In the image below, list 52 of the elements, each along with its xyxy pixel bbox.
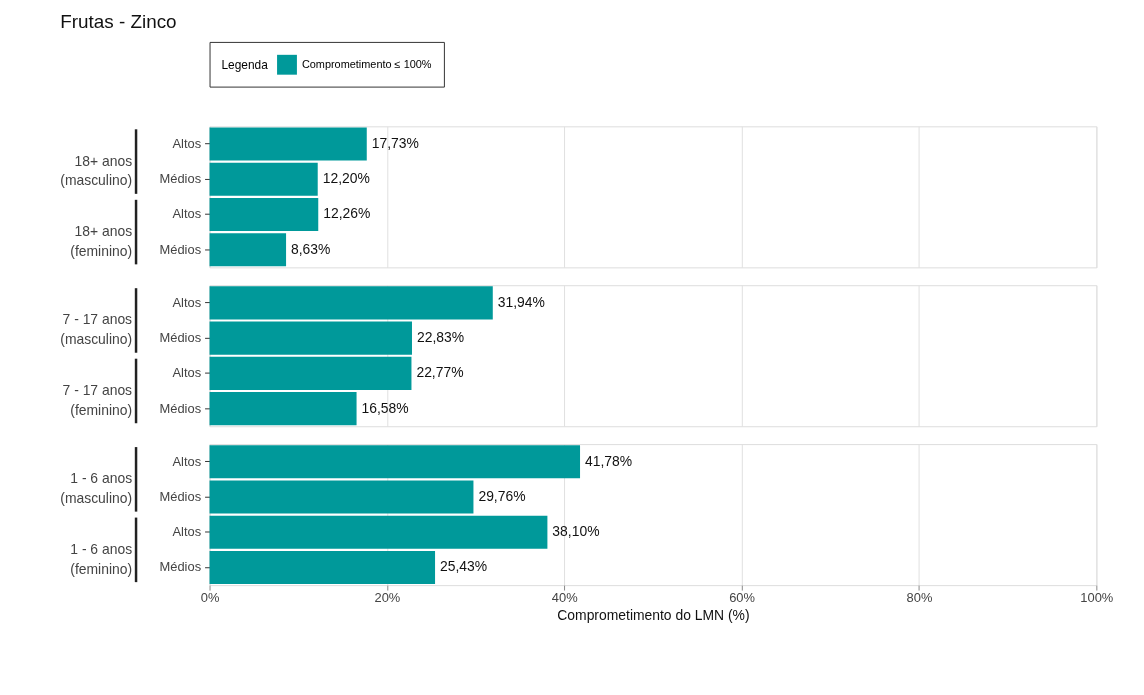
- x-tick-label: 0%: [200, 590, 220, 606]
- x-tick-label: 100%: [1080, 590, 1114, 606]
- data-label: 22,83%: [416, 329, 465, 346]
- text: 1 - 6 anos (masculino): [60, 470, 133, 507]
- y-tick-label: Altos: [172, 365, 202, 381]
- x-axis-title: Comprometimento do LMN (%): [557, 607, 750, 624]
- chart-title: Frutas - Zinco: [60, 11, 177, 33]
- data-label: 29,76%: [478, 487, 526, 504]
- x-tick-label: 20%: [374, 590, 401, 606]
- data-label: 16,58%: [361, 399, 409, 416]
- data-label: 41,78%: [585, 452, 633, 469]
- bar: [209, 233, 287, 267]
- text: 7 - 17 anos (masculino): [60, 311, 133, 348]
- bar: [209, 480, 474, 514]
- data-label: 31,94%: [497, 293, 545, 310]
- text: 7 - 17 anos (feminino): [62, 381, 133, 418]
- y-tick-label: Médios: [159, 559, 202, 575]
- bar: [209, 445, 581, 479]
- bar: [209, 356, 412, 390]
- y-tick-label: Altos: [172, 135, 202, 151]
- y-tick-label: Altos: [172, 453, 202, 469]
- bar: [209, 515, 548, 549]
- bar: [209, 162, 318, 196]
- y-tick-label: Altos: [172, 524, 202, 540]
- bar: [209, 286, 493, 320]
- bar: [209, 392, 357, 426]
- data-label: 12,20%: [322, 170, 370, 187]
- y-tick-label: Médios: [159, 330, 202, 346]
- text: 18+ anos (feminino): [70, 223, 133, 259]
- legend-title: Legenda: [221, 57, 269, 72]
- data-label: 38,10%: [552, 523, 600, 540]
- x-tick-label: 80%: [906, 590, 933, 606]
- y-tick-label: Altos: [172, 206, 202, 222]
- text: 18+ anos (masculino): [60, 152, 133, 189]
- y-tick-label: Médios: [159, 400, 202, 416]
- y-tick-label: Médios: [159, 241, 202, 257]
- y-tick-label: Médios: [159, 171, 202, 187]
- data-label: 25,43%: [440, 558, 488, 575]
- data-label: 22,77%: [416, 364, 464, 381]
- data-label: 17,73%: [371, 134, 419, 151]
- legend-label: Comprometimento ≤ 100%: [301, 57, 432, 70]
- x-tick-label: 40%: [551, 590, 578, 606]
- bar: [209, 197, 319, 232]
- text: 1 - 6 anos (feminino): [70, 540, 133, 577]
- y-tick-label: Altos: [172, 294, 202, 310]
- bar: [209, 550, 436, 585]
- y-tick-label: Médios: [159, 488, 202, 504]
- x-tick-label: 60%: [729, 590, 756, 606]
- bar: [209, 127, 367, 161]
- bar: [209, 321, 412, 355]
- data-label: 8,63%: [291, 240, 331, 257]
- data-label: 12,26%: [323, 205, 371, 222]
